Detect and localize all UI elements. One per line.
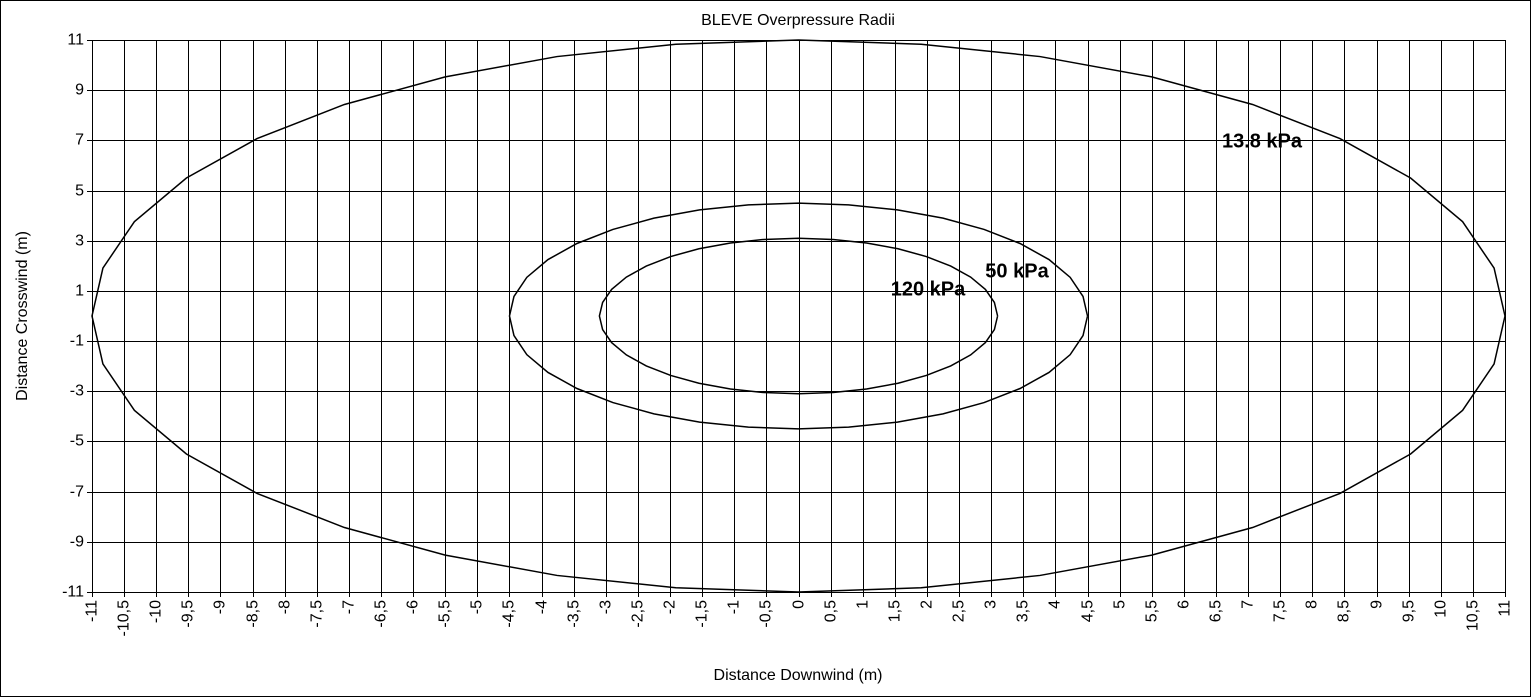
series-line <box>91 39 1506 593</box>
x-tick-label: -3,5 <box>566 600 583 628</box>
x-tick-label: 1 <box>855 600 872 609</box>
series-line <box>598 237 999 395</box>
x-tick-label: -2 <box>662 600 679 614</box>
x-tick-label: 6 <box>1176 600 1193 609</box>
y-tick-label: -7 <box>70 484 84 501</box>
x-axis-label: Distance Downwind (m) <box>714 667 883 684</box>
y-tick-label: -1 <box>70 333 84 350</box>
x-tick-label: 4 <box>1047 600 1064 609</box>
y-tick-label: 9 <box>75 82 84 99</box>
y-tick-label: -3 <box>70 383 84 400</box>
x-tick-label: 6,5 <box>1208 600 1225 622</box>
x-tick-label: 5 <box>1112 600 1129 609</box>
series-label: 13.8 kPa <box>1222 130 1303 152</box>
x-tick-label: 5,5 <box>1144 600 1161 622</box>
x-tick-label: 0,5 <box>823 600 840 622</box>
x-tick-label: -11 <box>84 600 101 622</box>
x-tick-label: -5 <box>469 600 486 614</box>
x-tick-label: 11 <box>1497 600 1514 617</box>
x-tick-label: 8 <box>1304 600 1321 609</box>
x-tick-label: -9,5 <box>180 600 197 628</box>
series-label: 120 kPa <box>891 278 966 300</box>
x-tick-label: 7,5 <box>1272 600 1289 622</box>
x-tick-label: -7 <box>341 600 358 614</box>
y-tick-label: -11 <box>62 584 84 601</box>
x-tick-label: -4 <box>534 600 551 614</box>
y-tick-label: 1 <box>75 283 84 300</box>
y-tick-label: 11 <box>67 32 84 49</box>
x-tick-label: -10,5 <box>116 600 133 637</box>
x-tick-label: -0,5 <box>758 600 775 628</box>
x-tick-label: 10,5 <box>1465 600 1482 631</box>
y-tick-label: 7 <box>75 132 84 149</box>
x-tick-label: -8,5 <box>245 600 262 628</box>
x-tick-label: 4,5 <box>1080 600 1097 622</box>
chart-title: BLEVE Overpressure Radii <box>701 12 895 29</box>
x-tick-label: 2,5 <box>951 600 968 622</box>
x-tick-label: 0 <box>791 600 808 609</box>
x-tick-label: 3 <box>983 600 1000 609</box>
x-tick-label: -6,5 <box>373 600 390 628</box>
y-tick-label: 5 <box>75 183 84 200</box>
series-label: 50 kPa <box>985 260 1049 282</box>
x-tick-label: 1,5 <box>887 600 904 622</box>
y-axis-label: Distance Crosswind (m) <box>14 231 31 401</box>
y-tick-label: 3 <box>75 233 84 250</box>
x-tick-label: -9 <box>212 600 229 614</box>
y-tick-label: -9 <box>70 534 84 551</box>
x-tick-label: -7,5 <box>309 600 326 628</box>
x-tick-label: 8,5 <box>1336 600 1353 622</box>
x-tick-label: -1,5 <box>694 600 711 628</box>
x-tick-label: 10 <box>1433 600 1450 618</box>
x-tick-label: -8 <box>277 600 294 614</box>
x-tick-label: 9 <box>1369 600 1386 609</box>
x-tick-label: -10 <box>148 600 165 623</box>
x-tick-label: -6 <box>405 600 422 614</box>
x-tick-label: -1 <box>726 600 743 614</box>
x-tick-label: -5,5 <box>437 600 454 628</box>
y-tick-label: -5 <box>70 433 84 450</box>
x-tick-label: 3,5 <box>1015 600 1032 622</box>
x-tick-label: -3 <box>598 600 615 614</box>
x-tick-label: 2 <box>919 600 936 609</box>
x-tick-label: -2,5 <box>630 600 647 628</box>
x-tick-label: 9,5 <box>1401 600 1418 622</box>
x-tick-label: 7 <box>1240 600 1257 609</box>
x-tick-label: -4,5 <box>501 600 518 628</box>
series-line <box>508 202 1089 430</box>
